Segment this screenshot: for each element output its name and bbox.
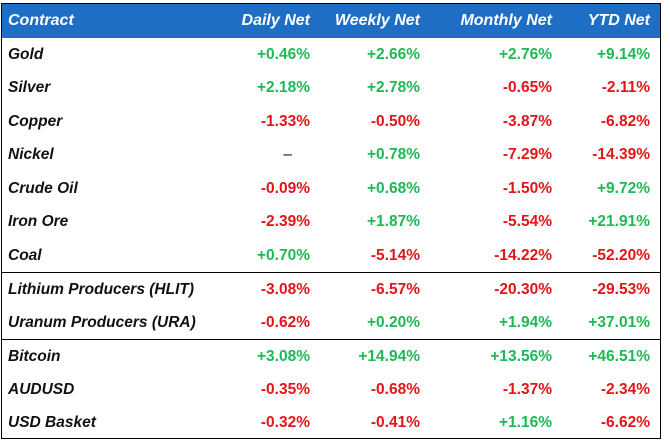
contract-name: Coal (8, 246, 42, 264)
monthly-net-cell: +13.56% (430, 339, 562, 373)
daily-net-cell: -0.35% (260, 380, 310, 398)
table-row: Silver +2.18% +2.78% -0.65% -2.11% (2, 72, 660, 106)
ytd-net-cell: +46.51% (562, 339, 660, 373)
ytd-net-cell: -52.20% (592, 246, 650, 264)
ytd-net-cell: -14.39% (592, 146, 650, 164)
ytd-net-cell: +9.72% (596, 179, 650, 197)
table-row: Gold +0.46% +2.66% +2.76% +9.14% (2, 38, 660, 72)
header-weekly-net: Weekly Net (334, 12, 420, 29)
header-contract: Contract (8, 12, 74, 29)
header-row: Contract Daily Net Weekly Net Monthly Ne… (2, 4, 660, 38)
contract-name: Uranum Producers (URA) (8, 313, 196, 331)
contract-name: Iron Ore (8, 213, 69, 231)
daily-net-cell: -0.09% (260, 179, 310, 197)
ytd-net-cell: +9.14% (596, 45, 650, 63)
table-row: Iron Ore -2.39% +1.87% -5.54% +21.91% (2, 206, 660, 240)
weekly-net-cell: +0.68% (366, 179, 420, 197)
weekly-net-cell: +0.78% (366, 146, 420, 164)
contract-name: Silver (8, 79, 51, 97)
contract-name: Gold (8, 45, 44, 63)
weekly-net-cell: -0.68% (370, 380, 420, 398)
weekly-net-cell: -6.57% (320, 272, 430, 306)
contract-name: Lithium Producers (HLIT) (2, 272, 220, 306)
ytd-net-cell: -2.34% (600, 380, 650, 398)
ytd-net-cell: +21.91% (588, 213, 650, 231)
contract-name: Nickel (8, 146, 54, 164)
monthly-net-cell: +2.76% (498, 45, 552, 63)
monthly-net-cell: -3.87% (502, 112, 552, 130)
ytd-net-cell: -2.11% (601, 79, 650, 97)
monthly-net-cell: -14.22% (494, 246, 552, 264)
weekly-net-cell: -0.50% (370, 112, 420, 130)
table-row: Uranum Producers (URA) -0.62% +0.20% +1.94%… (2, 306, 660, 340)
weekly-net-cell: +2.78% (366, 79, 420, 97)
monthly-net-cell: -0.65% (502, 79, 552, 97)
monthly-net-cell: -1.50% (502, 179, 552, 197)
ytd-net-cell: +37.01% (588, 313, 650, 331)
contract-name: Bitcoin (2, 339, 220, 373)
weekly-net-cell: +0.20% (366, 313, 420, 331)
returns-table: Contract Daily Net Weekly Net Monthly Ne… (2, 4, 660, 440)
header-monthly-net: Monthly Net (460, 12, 552, 29)
table-row: AUDUSD -0.35% -0.68% -1.37% -2.34% (2, 373, 660, 407)
weekly-net-cell: +14.94% (320, 339, 430, 373)
daily-net-cell: – (283, 146, 292, 164)
daily-net-cell: +2.18% (256, 79, 310, 97)
contract-name: Copper (8, 112, 63, 130)
header-daily-net: Daily Net (241, 12, 310, 29)
contract-name: USD Basket (8, 414, 96, 432)
weekly-net-cell: +2.66% (366, 45, 420, 63)
weekly-net-cell: -5.14% (370, 246, 420, 264)
daily-net-cell: +0.70% (256, 246, 310, 264)
returns-table-container: Contract Daily Net Weekly Net Monthly Ne… (1, 3, 661, 439)
ytd-net-cell: -6.62% (600, 414, 650, 432)
daily-net-cell: +3.08% (220, 339, 320, 373)
contract-name: AUDUSD (8, 380, 75, 398)
table-row: Bitcoin +3.08% +14.94% +13.56% +46.51% (2, 339, 660, 373)
table-row: USD Basket -0.32% -0.41% +1.16% -6.62% (2, 407, 660, 441)
header-ytd-net: YTD Net (587, 12, 650, 29)
daily-net-cell: -0.62% (260, 313, 310, 331)
table-row: Nickel – +0.78% -7.29% -14.39% (2, 139, 660, 173)
daily-net-cell: +0.46% (256, 45, 310, 63)
ytd-net-cell: -29.53% (562, 272, 660, 306)
monthly-net-cell: +1.16% (498, 414, 552, 432)
monthly-net-cell: -7.29% (502, 146, 552, 164)
ytd-net-cell: -6.82% (600, 112, 650, 130)
monthly-net-cell: +1.94% (498, 313, 552, 331)
daily-net-cell: -0.32% (260, 414, 310, 432)
table-row: Lithium Producers (HLIT) -3.08% -6.57% -20.… (2, 272, 660, 306)
monthly-net-cell: -5.54% (502, 213, 552, 231)
daily-net-cell: -3.08% (220, 272, 320, 306)
monthly-net-cell: -1.37% (502, 380, 552, 398)
table-row: Crude Oil -0.09% +0.68% -1.50% +9.72% (2, 172, 660, 206)
contract-name: Crude Oil (8, 179, 78, 197)
weekly-net-cell: +1.87% (366, 213, 420, 231)
daily-net-cell: -1.33% (260, 112, 310, 130)
daily-net-cell: -2.39% (260, 213, 310, 231)
table-row: Coal +0.70% -5.14% -14.22% -52.20% (2, 239, 660, 273)
weekly-net-cell: -0.41% (370, 414, 420, 432)
table-row: Copper -1.33% -0.50% -3.87% -6.82% (2, 105, 660, 139)
monthly-net-cell: -20.30% (430, 272, 562, 306)
